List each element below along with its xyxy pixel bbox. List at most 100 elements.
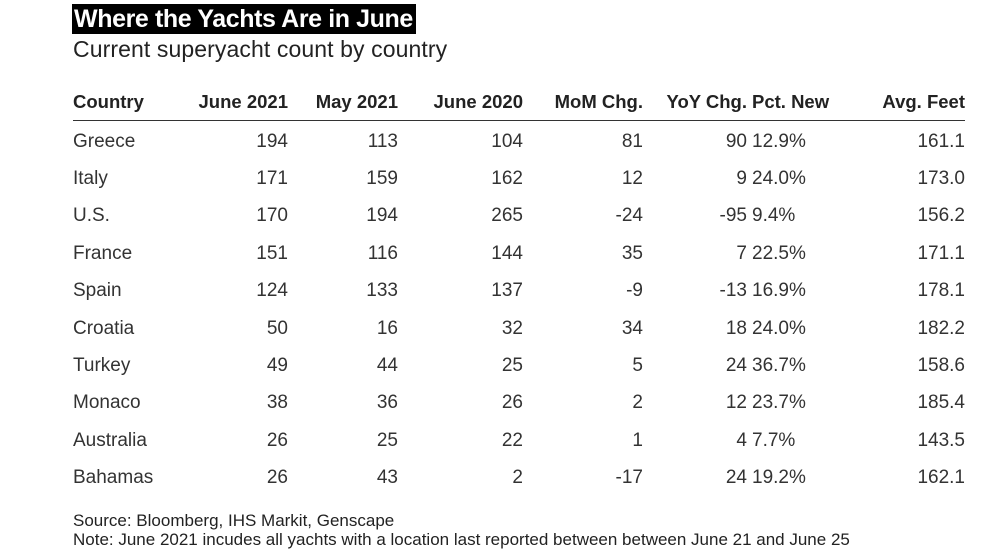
cell-pct-new: 22.5% xyxy=(752,242,806,264)
cell-yoy-chg: -13 xyxy=(719,280,747,302)
cell-june-2021: 26 xyxy=(266,429,288,451)
cell-mom-chg: -9 xyxy=(626,280,643,302)
cell-country: France xyxy=(73,242,133,264)
cell-june-2021: 26 xyxy=(266,467,288,489)
footnote: Note: June 2021 incudes all yachts with … xyxy=(73,530,850,549)
cell-june-2021: 38 xyxy=(266,392,288,414)
cell-june-2020: 137 xyxy=(491,280,523,302)
cell-avg-feet: 161.1 xyxy=(917,130,965,152)
cell-june-2021: 50 xyxy=(266,317,288,339)
cell-pct-new: 16.9% xyxy=(752,280,806,302)
cell-june-2020: 265 xyxy=(491,205,523,227)
column-header-country: Country xyxy=(73,84,173,121)
column-header-yoy-chg: YoY Chg. xyxy=(643,84,747,121)
cell-avg-feet: 162.1 xyxy=(917,467,965,489)
column-header-avg-feet: Avg. Feet xyxy=(850,84,965,121)
table-row: Australia 26 25 22 1 4 7.7% 143.5 xyxy=(73,422,965,459)
cell-june-2021: 49 xyxy=(266,355,288,377)
cell-mom-chg: -24 xyxy=(615,205,643,227)
chart-title: Where the Yachts Are in June xyxy=(72,4,416,34)
cell-yoy-chg: 9 xyxy=(736,168,747,190)
table-row: France 151 116 144 35 7 22.5% 171.1 xyxy=(73,235,965,272)
cell-country: Bahamas xyxy=(73,467,154,489)
cell-june-2021: 194 xyxy=(256,130,288,152)
table-row: U.S. 170 194 265 -24 -95 9.4% 156.2 xyxy=(73,198,965,235)
cell-june-2020: 104 xyxy=(491,130,523,152)
table-row: Italy 171 159 162 12 9 24.0% 173.0 xyxy=(73,160,965,197)
cell-country: U.S. xyxy=(73,205,110,227)
cell-avg-feet: 185.4 xyxy=(917,392,965,414)
cell-june-2020: 144 xyxy=(491,242,523,264)
cell-yoy-chg: 12 xyxy=(725,392,747,414)
cell-may-2021: 16 xyxy=(376,317,398,339)
cell-mom-chg: 1 xyxy=(632,429,643,451)
cell-may-2021: 36 xyxy=(376,392,398,414)
cell-mom-chg: 81 xyxy=(621,130,643,152)
table-row: Turkey 49 44 25 5 24 36.7% 158.6 xyxy=(73,347,965,384)
cell-june-2021: 124 xyxy=(256,280,288,302)
column-header-mom-chg: MoM Chg. xyxy=(523,84,643,121)
cell-avg-feet: 182.2 xyxy=(917,317,965,339)
cell-mom-chg: 2 xyxy=(632,392,643,414)
cell-yoy-chg: 7 xyxy=(736,242,747,264)
cell-mom-chg: -17 xyxy=(615,467,643,489)
cell-country: Spain xyxy=(73,280,122,302)
cell-country: Turkey xyxy=(73,355,131,377)
cell-yoy-chg: 90 xyxy=(725,130,747,152)
cell-yoy-chg: -95 xyxy=(719,205,747,227)
cell-pct-new: 36.7% xyxy=(752,355,806,377)
cell-yoy-chg: 18 xyxy=(725,317,747,339)
cell-mom-chg: 12 xyxy=(621,168,643,190)
cell-may-2021: 43 xyxy=(376,467,398,489)
cell-may-2021: 116 xyxy=(367,242,398,264)
cell-avg-feet: 158.6 xyxy=(917,355,965,377)
cell-country: Monaco xyxy=(73,392,141,414)
cell-country: Australia xyxy=(73,429,147,451)
source-note: Source: Bloomberg, IHS Markit, Genscape xyxy=(73,511,395,530)
cell-june-2021: 170 xyxy=(256,205,288,227)
cell-pct-new: 12.9% xyxy=(752,130,806,152)
cell-pct-new: 24.0% xyxy=(752,317,806,339)
cell-pct-new: 24.0% xyxy=(752,168,806,190)
cell-country: Greece xyxy=(73,130,136,152)
superyacht-table: Country June 2021 May 2021 June 2020 MoM… xyxy=(73,84,965,497)
cell-yoy-chg: 24 xyxy=(725,467,747,489)
column-header-pct-new: Pct. New xyxy=(747,84,850,121)
cell-june-2020: 26 xyxy=(501,392,523,414)
column-header-june-2021: June 2021 xyxy=(173,84,288,121)
cell-yoy-chg: 4 xyxy=(736,429,747,451)
cell-country: Croatia xyxy=(73,317,135,339)
cell-june-2021: 171 xyxy=(256,168,288,190)
table-row: Bahamas 26 43 2 -17 24 19.2% 162.1 xyxy=(73,460,965,497)
cell-yoy-chg: 24 xyxy=(725,355,747,377)
cell-mom-chg: 35 xyxy=(621,242,643,264)
cell-may-2021: 194 xyxy=(366,205,398,227)
chart-subtitle: Current superyacht count by country xyxy=(73,36,448,62)
table-header-row: Country June 2021 May 2021 June 2020 MoM… xyxy=(73,84,965,121)
column-header-may-2021: May 2021 xyxy=(288,84,398,121)
cell-pct-new: 23.7% xyxy=(752,392,806,414)
cell-mom-chg: 5 xyxy=(632,355,643,377)
table-body: Greece 194 113 104 81 90 12.9% 161.1 Italy 171 159… xyxy=(73,121,965,497)
cell-pct-new: 9.4% xyxy=(752,205,796,227)
cell-may-2021: 25 xyxy=(376,429,398,451)
cell-may-2021: 113 xyxy=(367,130,398,152)
cell-avg-feet: 143.5 xyxy=(917,429,965,451)
cell-may-2021: 133 xyxy=(366,280,398,302)
cell-june-2020: 32 xyxy=(501,317,523,339)
cell-country: Italy xyxy=(73,168,108,190)
cell-may-2021: 44 xyxy=(376,355,398,377)
cell-avg-feet: 171.1 xyxy=(917,242,965,264)
cell-june-2020: 25 xyxy=(501,355,523,377)
table-row: Spain 124 133 137 -9 -13 16.9% 178.1 xyxy=(73,273,965,310)
cell-june-2020: 2 xyxy=(512,467,523,489)
cell-pct-new: 19.2% xyxy=(752,467,806,489)
cell-mom-chg: 34 xyxy=(621,317,643,339)
cell-may-2021: 159 xyxy=(366,168,398,190)
cell-pct-new: 7.7% xyxy=(752,429,796,451)
cell-avg-feet: 173.0 xyxy=(917,168,965,190)
table-row: Greece 194 113 104 81 90 12.9% 161.1 xyxy=(73,121,965,161)
cell-avg-feet: 178.1 xyxy=(917,280,965,302)
column-header-june-2020: June 2020 xyxy=(398,84,523,121)
cell-june-2021: 151 xyxy=(256,242,288,264)
